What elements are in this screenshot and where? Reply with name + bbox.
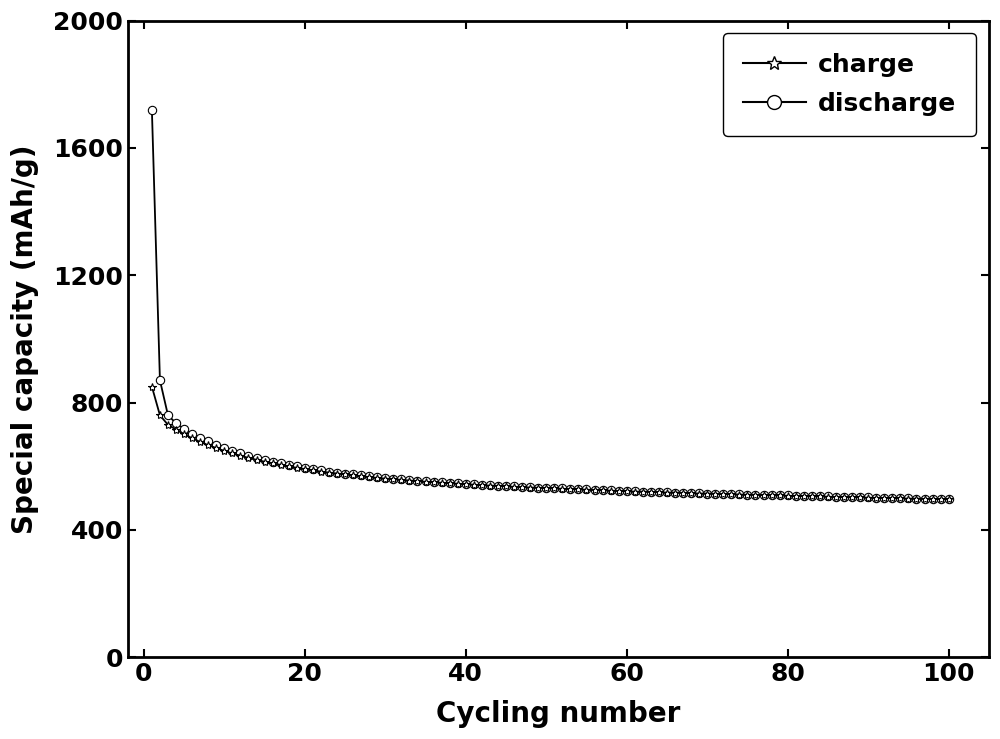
Y-axis label: Special capacity (mAh/g): Special capacity (mAh/g)	[11, 144, 39, 534]
X-axis label: Cycling number: Cycling number	[436, 700, 680, 728]
Legend: charge, discharge: charge, discharge	[723, 33, 976, 136]
